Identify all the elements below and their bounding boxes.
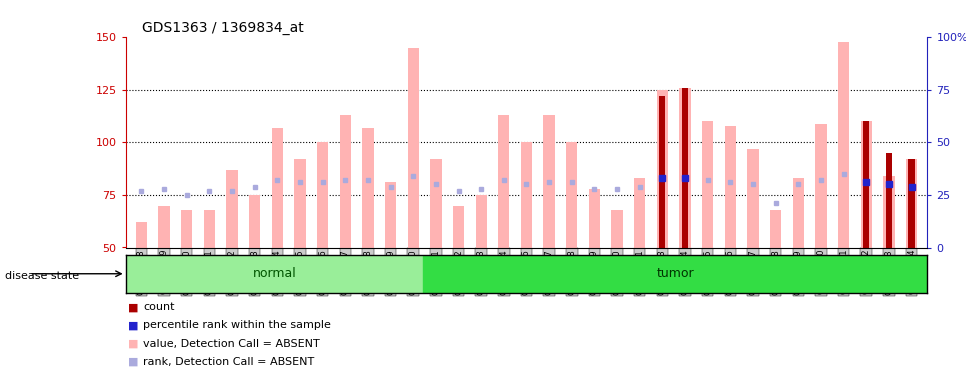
Bar xyxy=(408,48,419,248)
Bar xyxy=(226,170,238,248)
Bar xyxy=(908,159,915,248)
Text: ■: ■ xyxy=(128,339,138,348)
Bar xyxy=(317,142,328,248)
Bar xyxy=(748,149,758,248)
Bar xyxy=(659,96,666,248)
Bar xyxy=(521,142,532,248)
Bar xyxy=(838,42,849,248)
Bar xyxy=(588,189,600,248)
Bar xyxy=(498,115,509,248)
Bar xyxy=(423,255,927,292)
Text: normal: normal xyxy=(252,267,297,280)
Bar xyxy=(886,153,892,248)
Bar xyxy=(126,255,423,292)
Bar xyxy=(384,182,396,248)
Bar xyxy=(181,210,192,248)
Bar xyxy=(475,195,487,248)
Bar xyxy=(136,222,147,248)
Text: ■: ■ xyxy=(128,303,138,312)
Bar xyxy=(566,142,578,248)
Text: ■: ■ xyxy=(128,357,138,366)
Bar xyxy=(544,115,554,248)
Bar xyxy=(792,178,804,248)
Bar xyxy=(271,128,283,248)
Bar xyxy=(863,122,869,248)
Bar xyxy=(679,88,691,248)
Bar xyxy=(724,126,736,248)
Bar xyxy=(815,124,827,248)
Bar xyxy=(657,90,668,248)
Text: ■: ■ xyxy=(128,321,138,330)
Bar xyxy=(430,159,441,248)
Text: disease state: disease state xyxy=(5,271,79,280)
Bar xyxy=(362,128,374,248)
Text: value, Detection Call = ABSENT: value, Detection Call = ABSENT xyxy=(143,339,320,348)
Text: count: count xyxy=(143,303,175,312)
Bar xyxy=(702,122,713,248)
Bar xyxy=(634,178,645,248)
Bar xyxy=(770,210,781,248)
Bar xyxy=(906,159,917,248)
Bar xyxy=(295,159,305,248)
Bar xyxy=(204,210,215,248)
Text: GDS1363 / 1369834_at: GDS1363 / 1369834_at xyxy=(142,21,303,35)
Bar xyxy=(453,206,465,248)
Bar xyxy=(883,176,895,248)
Bar xyxy=(340,115,351,248)
Text: rank, Detection Call = ABSENT: rank, Detection Call = ABSENT xyxy=(143,357,314,366)
Bar xyxy=(611,210,623,248)
Bar xyxy=(249,195,261,248)
Text: tumor: tumor xyxy=(657,267,695,280)
Bar xyxy=(682,88,688,248)
Bar xyxy=(861,122,872,248)
Text: percentile rank within the sample: percentile rank within the sample xyxy=(143,321,330,330)
Bar xyxy=(158,206,170,248)
